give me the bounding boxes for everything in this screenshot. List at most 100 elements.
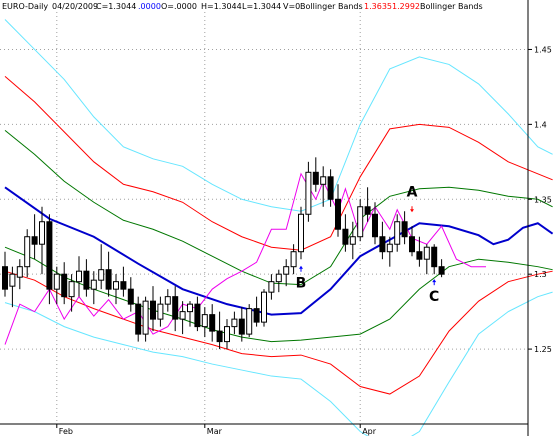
header-volume: V=0 <box>283 2 300 11</box>
candle <box>401 211 408 245</box>
header-indicator2: Bollinger Bands <box>420 2 483 11</box>
header-close: C=1.3044 <box>96 2 136 11</box>
candle-body <box>83 270 90 290</box>
chart-header: EURO-Daily 04/20/2009 C=1.3044 .0000 O=.… <box>2 2 483 11</box>
candle-body <box>342 228 349 245</box>
candle-body <box>120 281 127 290</box>
candle-body <box>224 326 230 343</box>
bands-layer <box>4 19 554 436</box>
candle <box>231 311 238 335</box>
candle-body <box>135 303 142 335</box>
candle <box>305 161 312 222</box>
candle <box>246 304 253 338</box>
candle-body <box>61 273 68 298</box>
candle-body <box>53 273 60 290</box>
candle <box>39 206 45 275</box>
candle-body <box>290 251 297 268</box>
candle <box>98 244 105 290</box>
candle <box>194 296 201 332</box>
candle <box>320 166 327 207</box>
candle <box>2 251 8 297</box>
candle-body <box>142 300 149 335</box>
candle-body <box>283 266 290 275</box>
candle-body <box>209 314 216 332</box>
candle <box>342 214 349 252</box>
annotation-arrow-head <box>410 209 414 213</box>
band-line-mid <box>4 186 554 316</box>
candle-body <box>416 251 423 260</box>
candle-body <box>164 296 171 305</box>
candle <box>372 202 378 245</box>
candle-body <box>9 273 16 287</box>
candle-body <box>16 266 23 278</box>
candle-body <box>76 270 82 283</box>
candle <box>224 319 230 350</box>
candle-body <box>386 243 393 253</box>
candle <box>61 262 68 305</box>
candle <box>105 251 112 297</box>
candle-body <box>379 236 386 253</box>
candles-layer <box>2 157 445 350</box>
annotations-layer: A B C <box>296 184 440 305</box>
candle-body <box>24 236 31 268</box>
candle-body <box>216 330 223 343</box>
header-date: 04/20/2009 <box>52 2 98 11</box>
candle <box>261 289 267 327</box>
candle-body <box>201 314 208 328</box>
candle <box>290 244 297 275</box>
candle-body <box>105 269 112 290</box>
x-tick-label: Feb <box>59 427 73 436</box>
band-line-upper_inner <box>4 76 553 251</box>
candle <box>394 214 401 252</box>
candle <box>268 274 275 300</box>
candle <box>179 301 186 335</box>
candle <box>386 236 393 267</box>
candle <box>423 244 430 275</box>
candle <box>201 307 208 338</box>
annotation-b: B <box>296 276 307 292</box>
candle <box>24 229 31 278</box>
band-line-upper_outer <box>4 19 553 212</box>
annotation-arrow-head <box>432 279 437 283</box>
candle-body <box>364 206 371 215</box>
candle <box>216 311 223 350</box>
candle-body <box>438 266 445 275</box>
candle <box>431 244 438 275</box>
candle-body <box>305 171 312 215</box>
candle <box>9 266 16 308</box>
y-axis: 1.25 1.3 1.35 1.4 1.45 <box>527 0 552 436</box>
y-tick-label: 1.3 <box>534 270 547 279</box>
candle <box>438 259 445 278</box>
candle <box>312 157 319 192</box>
y-tick-label: 1.35 <box>534 195 552 204</box>
candle <box>120 266 127 297</box>
candle-body <box>187 303 193 313</box>
header-upper-value: 1.3635 <box>364 2 392 11</box>
band-line-lower_outer <box>4 291 553 436</box>
candle-body <box>312 171 319 185</box>
header-low: L=1.3044 <box>242 2 281 11</box>
candle <box>349 221 356 260</box>
annotation-a: A <box>407 184 418 200</box>
candle-body <box>150 300 156 320</box>
candle <box>83 259 90 297</box>
candle <box>90 271 97 305</box>
candle-body <box>68 281 75 298</box>
candle <box>275 269 282 293</box>
candle-body <box>253 308 260 323</box>
candle <box>335 184 341 237</box>
header-symbol: EURO-Daily <box>2 2 48 11</box>
candle-body <box>157 303 164 320</box>
candle <box>409 226 415 257</box>
candle-body <box>298 213 304 253</box>
candle-body <box>268 281 275 293</box>
annotation-arrow-head <box>299 265 303 269</box>
candle <box>127 277 134 312</box>
candle <box>164 289 171 312</box>
candle <box>150 286 156 332</box>
candle <box>253 296 260 327</box>
candle-body <box>423 246 430 260</box>
candle <box>113 274 119 305</box>
header-open: O=.0000 <box>161 2 197 11</box>
candle <box>172 286 179 332</box>
